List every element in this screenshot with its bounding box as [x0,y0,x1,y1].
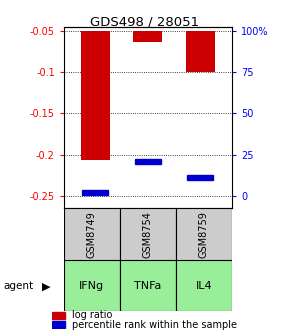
FancyBboxPatch shape [176,260,232,311]
Text: agent: agent [3,281,33,291]
Bar [187,175,213,180]
Text: GSM8759: GSM8759 [199,211,209,258]
Text: IFNg: IFNg [79,281,104,291]
FancyBboxPatch shape [64,260,120,311]
FancyBboxPatch shape [120,260,176,311]
Bar [135,159,161,164]
Text: GSM8754: GSM8754 [143,211,153,258]
Text: ▶: ▶ [42,281,51,291]
Text: IL4: IL4 [196,281,212,291]
Text: GDS498 / 28051: GDS498 / 28051 [90,15,200,28]
FancyBboxPatch shape [176,208,232,260]
Text: TNFa: TNFa [134,281,162,291]
FancyBboxPatch shape [64,208,120,260]
Bar [82,190,108,195]
Bar [81,31,110,161]
Bar [52,312,65,319]
Text: GSM8749: GSM8749 [87,211,97,258]
Text: percentile rank within the sample: percentile rank within the sample [72,320,237,330]
Bar [52,321,65,328]
Bar [186,31,215,72]
Bar [133,31,162,42]
FancyBboxPatch shape [120,208,176,260]
Text: log ratio: log ratio [72,310,112,321]
